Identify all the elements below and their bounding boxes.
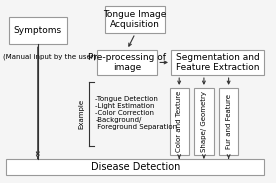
Text: Fur and Feature: Fur and Feature <box>225 94 232 149</box>
Bar <box>169 88 189 155</box>
Text: Pre-processing of
image: Pre-processing of image <box>88 53 166 72</box>
Bar <box>6 159 264 175</box>
Bar <box>9 17 67 44</box>
Text: Color and Texture: Color and Texture <box>176 91 182 152</box>
Bar <box>171 50 264 75</box>
Bar <box>105 6 165 33</box>
Bar <box>219 88 238 155</box>
Text: Tongue Image
Acquisition: Tongue Image Acquisition <box>104 10 167 29</box>
Text: Example: Example <box>79 99 85 129</box>
Text: Symptoms: Symptoms <box>14 26 62 35</box>
Bar <box>194 88 214 155</box>
Text: Shape/ Geometry: Shape/ Geometry <box>201 91 207 152</box>
Bar <box>97 50 157 75</box>
Text: Segmentation and
Feature Extraction: Segmentation and Feature Extraction <box>176 53 259 72</box>
Text: Disease Detection: Disease Detection <box>91 162 180 172</box>
Text: (Manual input by the user): (Manual input by the user) <box>3 54 97 60</box>
Text: -Tongue Detection
-Light Estimation
-Color Correction
-Background/
 Foreground S: -Tongue Detection -Light Estimation -Col… <box>95 96 177 130</box>
